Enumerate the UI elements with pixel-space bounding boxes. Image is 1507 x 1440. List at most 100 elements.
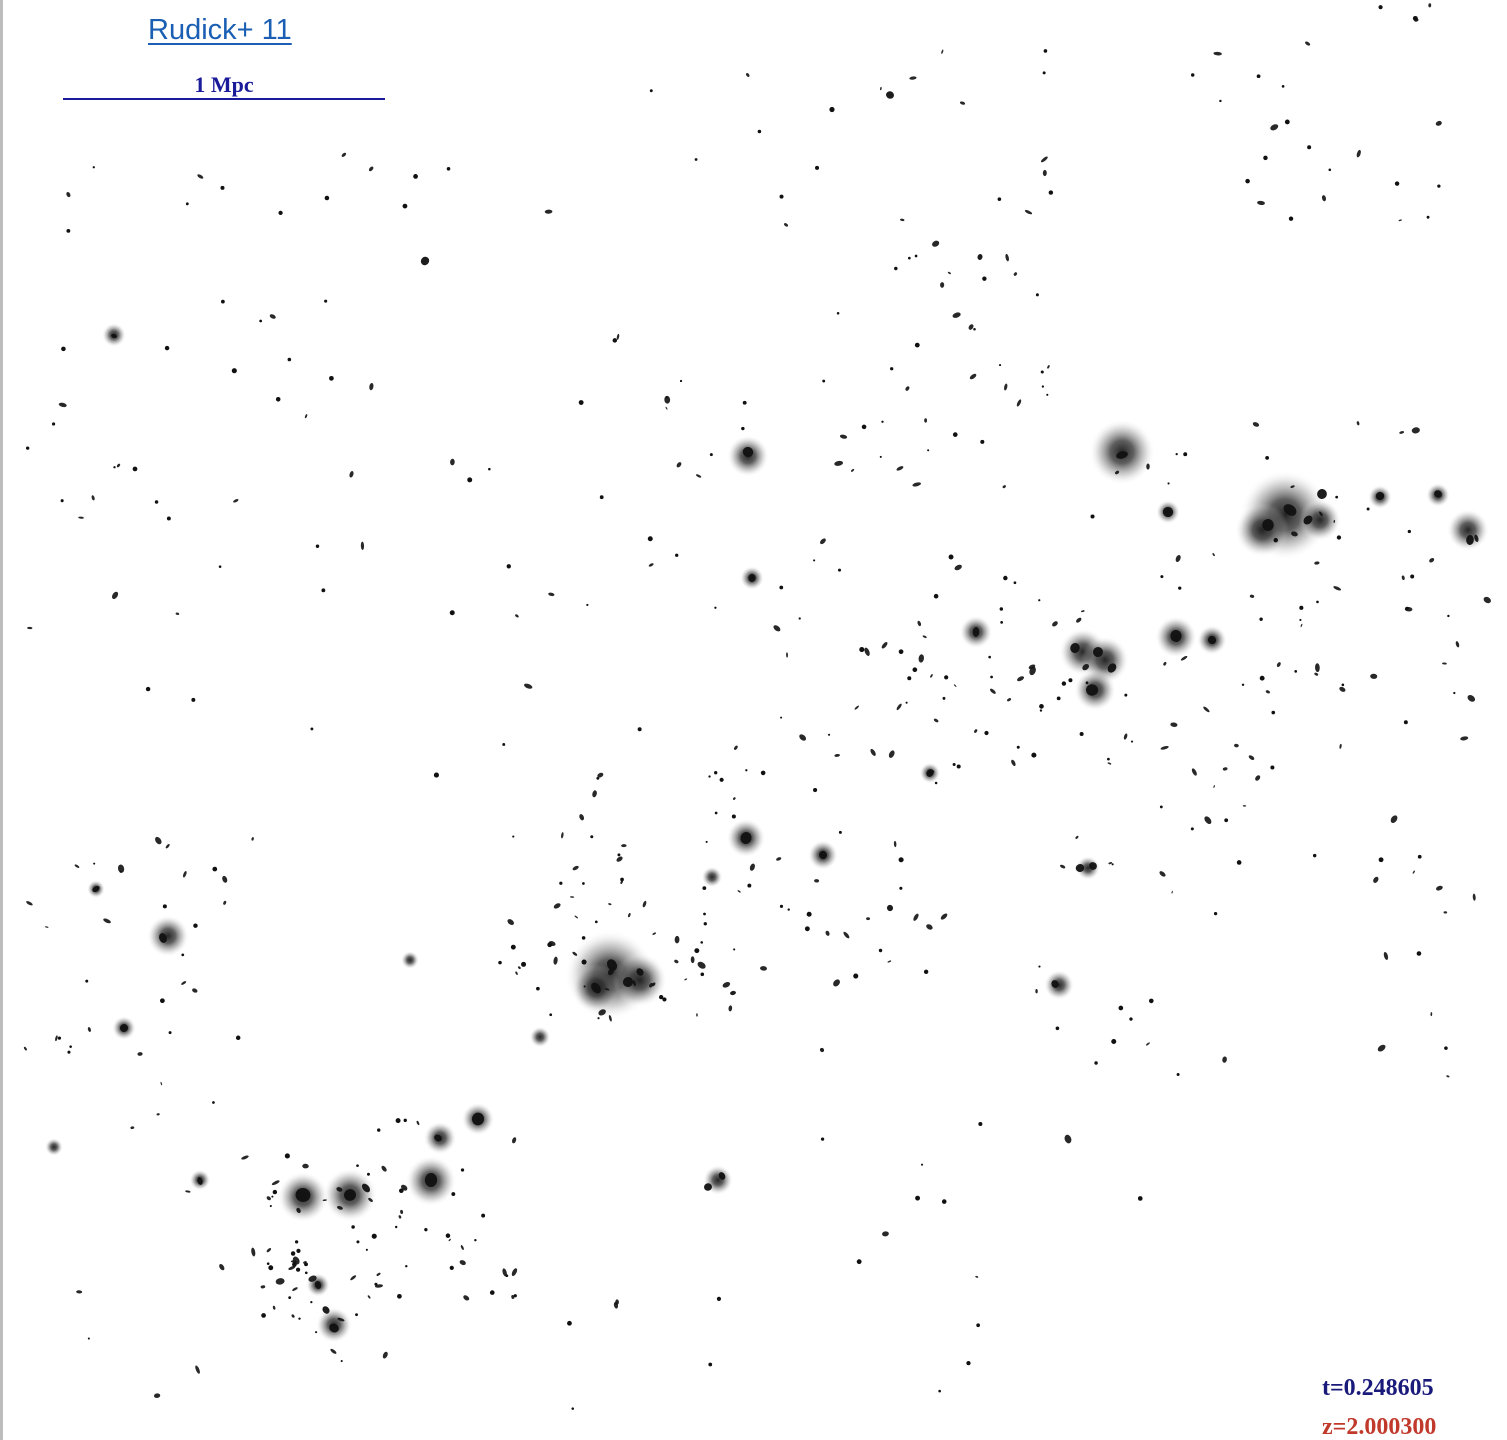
- galaxy-point: [451, 1192, 456, 1196]
- galaxy-point: [93, 862, 96, 865]
- galaxy-point: [1437, 184, 1441, 188]
- galaxy-point: [838, 830, 842, 834]
- galaxy-point: [489, 1290, 495, 1295]
- galaxy: [608, 903, 612, 906]
- galaxy-point: [405, 1265, 408, 1268]
- galaxy: [776, 857, 782, 861]
- galaxy-point: [1055, 1026, 1060, 1031]
- galaxy-point: [193, 923, 198, 928]
- galaxy-point: [908, 256, 911, 260]
- galaxy-point: [829, 106, 835, 113]
- galaxy-point: [708, 1362, 713, 1367]
- galaxy: [1248, 755, 1255, 760]
- galaxy: [1442, 662, 1447, 665]
- galaxy-point: [1040, 370, 1044, 374]
- galaxy: [632, 980, 636, 987]
- galaxy: [1080, 610, 1085, 613]
- galaxy: [918, 654, 924, 663]
- galaxy-point: [836, 312, 840, 315]
- galaxy: [223, 900, 227, 905]
- galaxy-point: [402, 203, 408, 209]
- galaxy-point: [822, 379, 826, 383]
- galaxy: [382, 1351, 388, 1359]
- galaxy: [322, 1199, 328, 1201]
- galaxy: [1159, 871, 1166, 877]
- galaxy-point: [220, 299, 225, 304]
- galaxy-point: [290, 1251, 296, 1256]
- galaxy: [1107, 663, 1117, 673]
- galaxy-point: [1341, 683, 1345, 687]
- galaxy-point: [586, 603, 589, 607]
- galaxy-point: [1039, 704, 1044, 709]
- galaxy-point: [1447, 614, 1450, 618]
- galaxy-point: [433, 772, 439, 778]
- galaxy: [1160, 745, 1169, 750]
- galaxy-point: [978, 1121, 983, 1126]
- galaxy: [266, 1248, 272, 1253]
- galaxy: [954, 564, 962, 571]
- galaxy: [1315, 663, 1320, 673]
- galaxy-point: [424, 1228, 428, 1232]
- galaxy-point: [549, 1013, 553, 1017]
- galaxy-point: [61, 346, 66, 352]
- galaxy: [1436, 885, 1443, 891]
- galaxy-point: [266, 1262, 270, 1266]
- galaxy-point: [927, 449, 930, 452]
- galaxy-point: [397, 1293, 402, 1299]
- galaxy-point: [894, 266, 898, 271]
- galaxy-point: [60, 499, 64, 503]
- galaxy-point: [647, 536, 653, 542]
- galaxy-point: [1336, 535, 1342, 540]
- galaxy: [1460, 736, 1469, 741]
- galaxy: [969, 373, 977, 380]
- galaxy: [1075, 863, 1085, 873]
- galaxy: [732, 797, 736, 800]
- galaxy-point: [944, 675, 949, 680]
- galaxy-point: [191, 697, 196, 702]
- galaxy-point: [583, 985, 586, 988]
- galaxy: [1089, 862, 1097, 870]
- galaxy: [1339, 743, 1342, 749]
- galaxy: [1257, 200, 1265, 206]
- galaxy: [941, 49, 944, 54]
- reference-link[interactable]: Rudick+ 11: [148, 14, 292, 46]
- galaxy-point: [1056, 696, 1061, 701]
- galaxy-point: [445, 1233, 451, 1238]
- galaxy-halo: [701, 866, 723, 888]
- galaxy-point: [87, 1337, 90, 1340]
- galaxy-point: [1178, 586, 1182, 590]
- galaxy-point: [310, 727, 314, 731]
- galaxy: [130, 1126, 135, 1130]
- galaxy: [1017, 676, 1025, 682]
- galaxy: [416, 1120, 420, 1126]
- galaxy: [1175, 555, 1181, 563]
- galaxy: [572, 865, 579, 871]
- galaxy-point: [261, 1313, 266, 1318]
- galaxy-point: [708, 775, 711, 778]
- galaxy: [341, 152, 347, 157]
- galaxy-point: [69, 1045, 72, 1048]
- galaxy-point: [815, 165, 820, 170]
- galaxy: [111, 333, 117, 339]
- galaxy-point: [1038, 599, 1041, 602]
- galaxy: [155, 836, 162, 845]
- galaxy: [818, 850, 828, 860]
- galaxy-point: [899, 886, 903, 890]
- galaxy-point: [559, 881, 563, 885]
- galaxy-point: [278, 210, 283, 216]
- galaxy: [1086, 684, 1098, 696]
- galaxy: [1011, 759, 1016, 767]
- galaxy: [886, 91, 894, 99]
- galaxy: [1064, 1134, 1072, 1144]
- galaxy: [1333, 519, 1336, 524]
- galaxy: [222, 875, 228, 883]
- galaxy-point: [714, 811, 718, 815]
- galaxy-point: [460, 1168, 465, 1172]
- galaxy-point: [747, 883, 752, 888]
- galaxy-point: [933, 593, 939, 599]
- galaxy: [968, 324, 974, 330]
- galaxy: [1123, 733, 1128, 740]
- galaxy-point: [374, 1282, 378, 1286]
- galaxy-point: [1417, 854, 1422, 859]
- galaxy-point: [1042, 71, 1046, 75]
